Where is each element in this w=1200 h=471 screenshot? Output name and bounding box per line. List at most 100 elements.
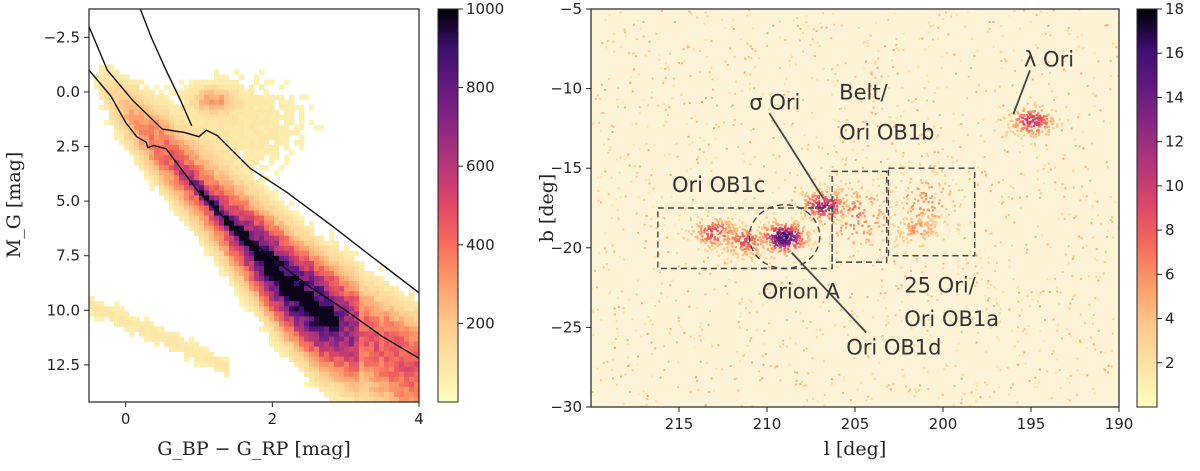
sky-density-cell — [783, 252, 786, 255]
sky-density-cell — [1109, 75, 1112, 77]
cmd-density-cell — [199, 94, 205, 101]
cmd-density-cell — [239, 89, 245, 96]
sky-density-cell — [796, 229, 799, 232]
sky-density-cell — [922, 192, 925, 195]
sky-density-cell — [778, 20, 781, 23]
cmd-density-cell — [289, 326, 295, 332]
sky-density-cell — [1029, 96, 1032, 99]
cmd-density-cell — [149, 145, 155, 151]
sky-density-cell — [995, 120, 998, 123]
cmd-density-cell — [334, 361, 340, 368]
cmd-density-cell — [329, 250, 335, 257]
cmd-density-cell — [139, 145, 145, 151]
cmd-density-cell — [349, 376, 355, 383]
cmd-density-cell — [239, 255, 245, 262]
sky-density-cell — [835, 151, 838, 154]
sky-density-cell — [1034, 142, 1036, 145]
sky-density-cell — [997, 304, 1000, 307]
cmd-density-cell — [159, 129, 165, 136]
sky-density-cell — [1041, 234, 1044, 237]
sky-density-cell — [619, 256, 622, 259]
sky-density-cell — [803, 199, 806, 202]
sky-density-cell — [811, 203, 814, 206]
sky-density-cell — [957, 272, 960, 275]
sky-density-cell — [1017, 112, 1020, 115]
cmd-density-cell — [259, 104, 265, 111]
cmd-density-cell — [264, 230, 270, 237]
sky-density-cell — [689, 335, 692, 338]
cmd-density-cell — [249, 296, 255, 302]
sky-density-cell — [1023, 9, 1026, 12]
cmd-density-cell — [234, 124, 240, 131]
sky-density-cell — [959, 146, 962, 149]
cmd-density-cell — [114, 306, 120, 312]
sky-density-cell — [842, 216, 845, 219]
cmd-density-cell — [289, 281, 295, 287]
sky-density-cell — [781, 234, 784, 237]
cmd-density-cell — [159, 104, 165, 111]
sky-density-cell — [881, 107, 884, 110]
sky-density-cell — [664, 120, 667, 123]
cmd-density-cell — [214, 185, 220, 191]
sky-density-cell — [724, 231, 727, 234]
sky-density-cell — [1044, 126, 1047, 129]
sky-density-cell — [1000, 195, 1003, 198]
cmd-density-cell — [284, 245, 290, 252]
cmd-density-cell — [314, 316, 320, 322]
sky-density-cell — [626, 342, 629, 345]
cmd-density-cell — [209, 89, 215, 96]
sky-density-cell — [794, 226, 797, 229]
cmd-density-cell — [209, 84, 215, 91]
cmd-density-cell — [179, 175, 185, 181]
sky-density-cell — [743, 228, 746, 231]
sky-density-cell — [704, 404, 707, 407]
sky-density-cell — [1095, 248, 1098, 250]
cmd-density-cell — [279, 134, 285, 141]
cmd-density-cell — [269, 124, 275, 131]
sky-density-cell — [1111, 220, 1114, 223]
cmd-density-cell — [244, 195, 250, 201]
sky-density-cell — [762, 304, 765, 307]
cmd-density-cell — [359, 381, 365, 388]
cmd-density-cell — [329, 381, 335, 388]
sky-density-cell — [850, 195, 853, 198]
sky-density-cell — [794, 310, 797, 313]
cmd-density-cell — [134, 155, 140, 161]
sky-density-cell — [840, 226, 843, 229]
sky-density-cell — [913, 100, 916, 103]
cmd-density-cell — [214, 195, 220, 201]
cmd-density-cell — [129, 321, 135, 327]
cmd-density-cell — [274, 260, 280, 267]
sky-density-cell — [870, 72, 873, 75]
sky-density-cell — [958, 224, 961, 227]
cmd-density-cell — [259, 165, 265, 171]
cmd-density-cell — [244, 210, 250, 216]
sky-density-cell — [819, 328, 822, 331]
sky-density-cell — [1024, 118, 1027, 121]
cmd-density-cell — [349, 386, 355, 393]
sky-density-cell — [642, 390, 645, 393]
cmd-density-cell — [304, 331, 310, 337]
sky-density-cell — [709, 236, 712, 240]
cmd-density-cell — [234, 286, 240, 292]
sky-density-cell — [604, 247, 606, 250]
cmd-density-cell — [219, 265, 225, 272]
cmd-density-cell — [219, 129, 225, 136]
sky-density-cell — [999, 307, 1002, 310]
sky-density-cell — [777, 250, 780, 253]
cmd-density-cell — [184, 185, 190, 191]
cmd-density-cell — [279, 271, 285, 277]
sky-density-cell — [732, 28, 735, 30]
sky-density-cell — [1057, 323, 1060, 326]
sky-density-cell — [978, 249, 981, 252]
sky-density-cell — [993, 129, 996, 132]
sky-density-cell — [1047, 61, 1050, 64]
cmd-density-cell — [284, 109, 290, 116]
cmd-density-cell — [209, 235, 215, 242]
sky-density-cell — [895, 117, 898, 120]
sky-density-cell — [840, 159, 843, 162]
cmd-density-cell — [144, 99, 150, 106]
cmd-density-cell — [279, 346, 285, 353]
sky-density-cell — [1040, 109, 1043, 112]
